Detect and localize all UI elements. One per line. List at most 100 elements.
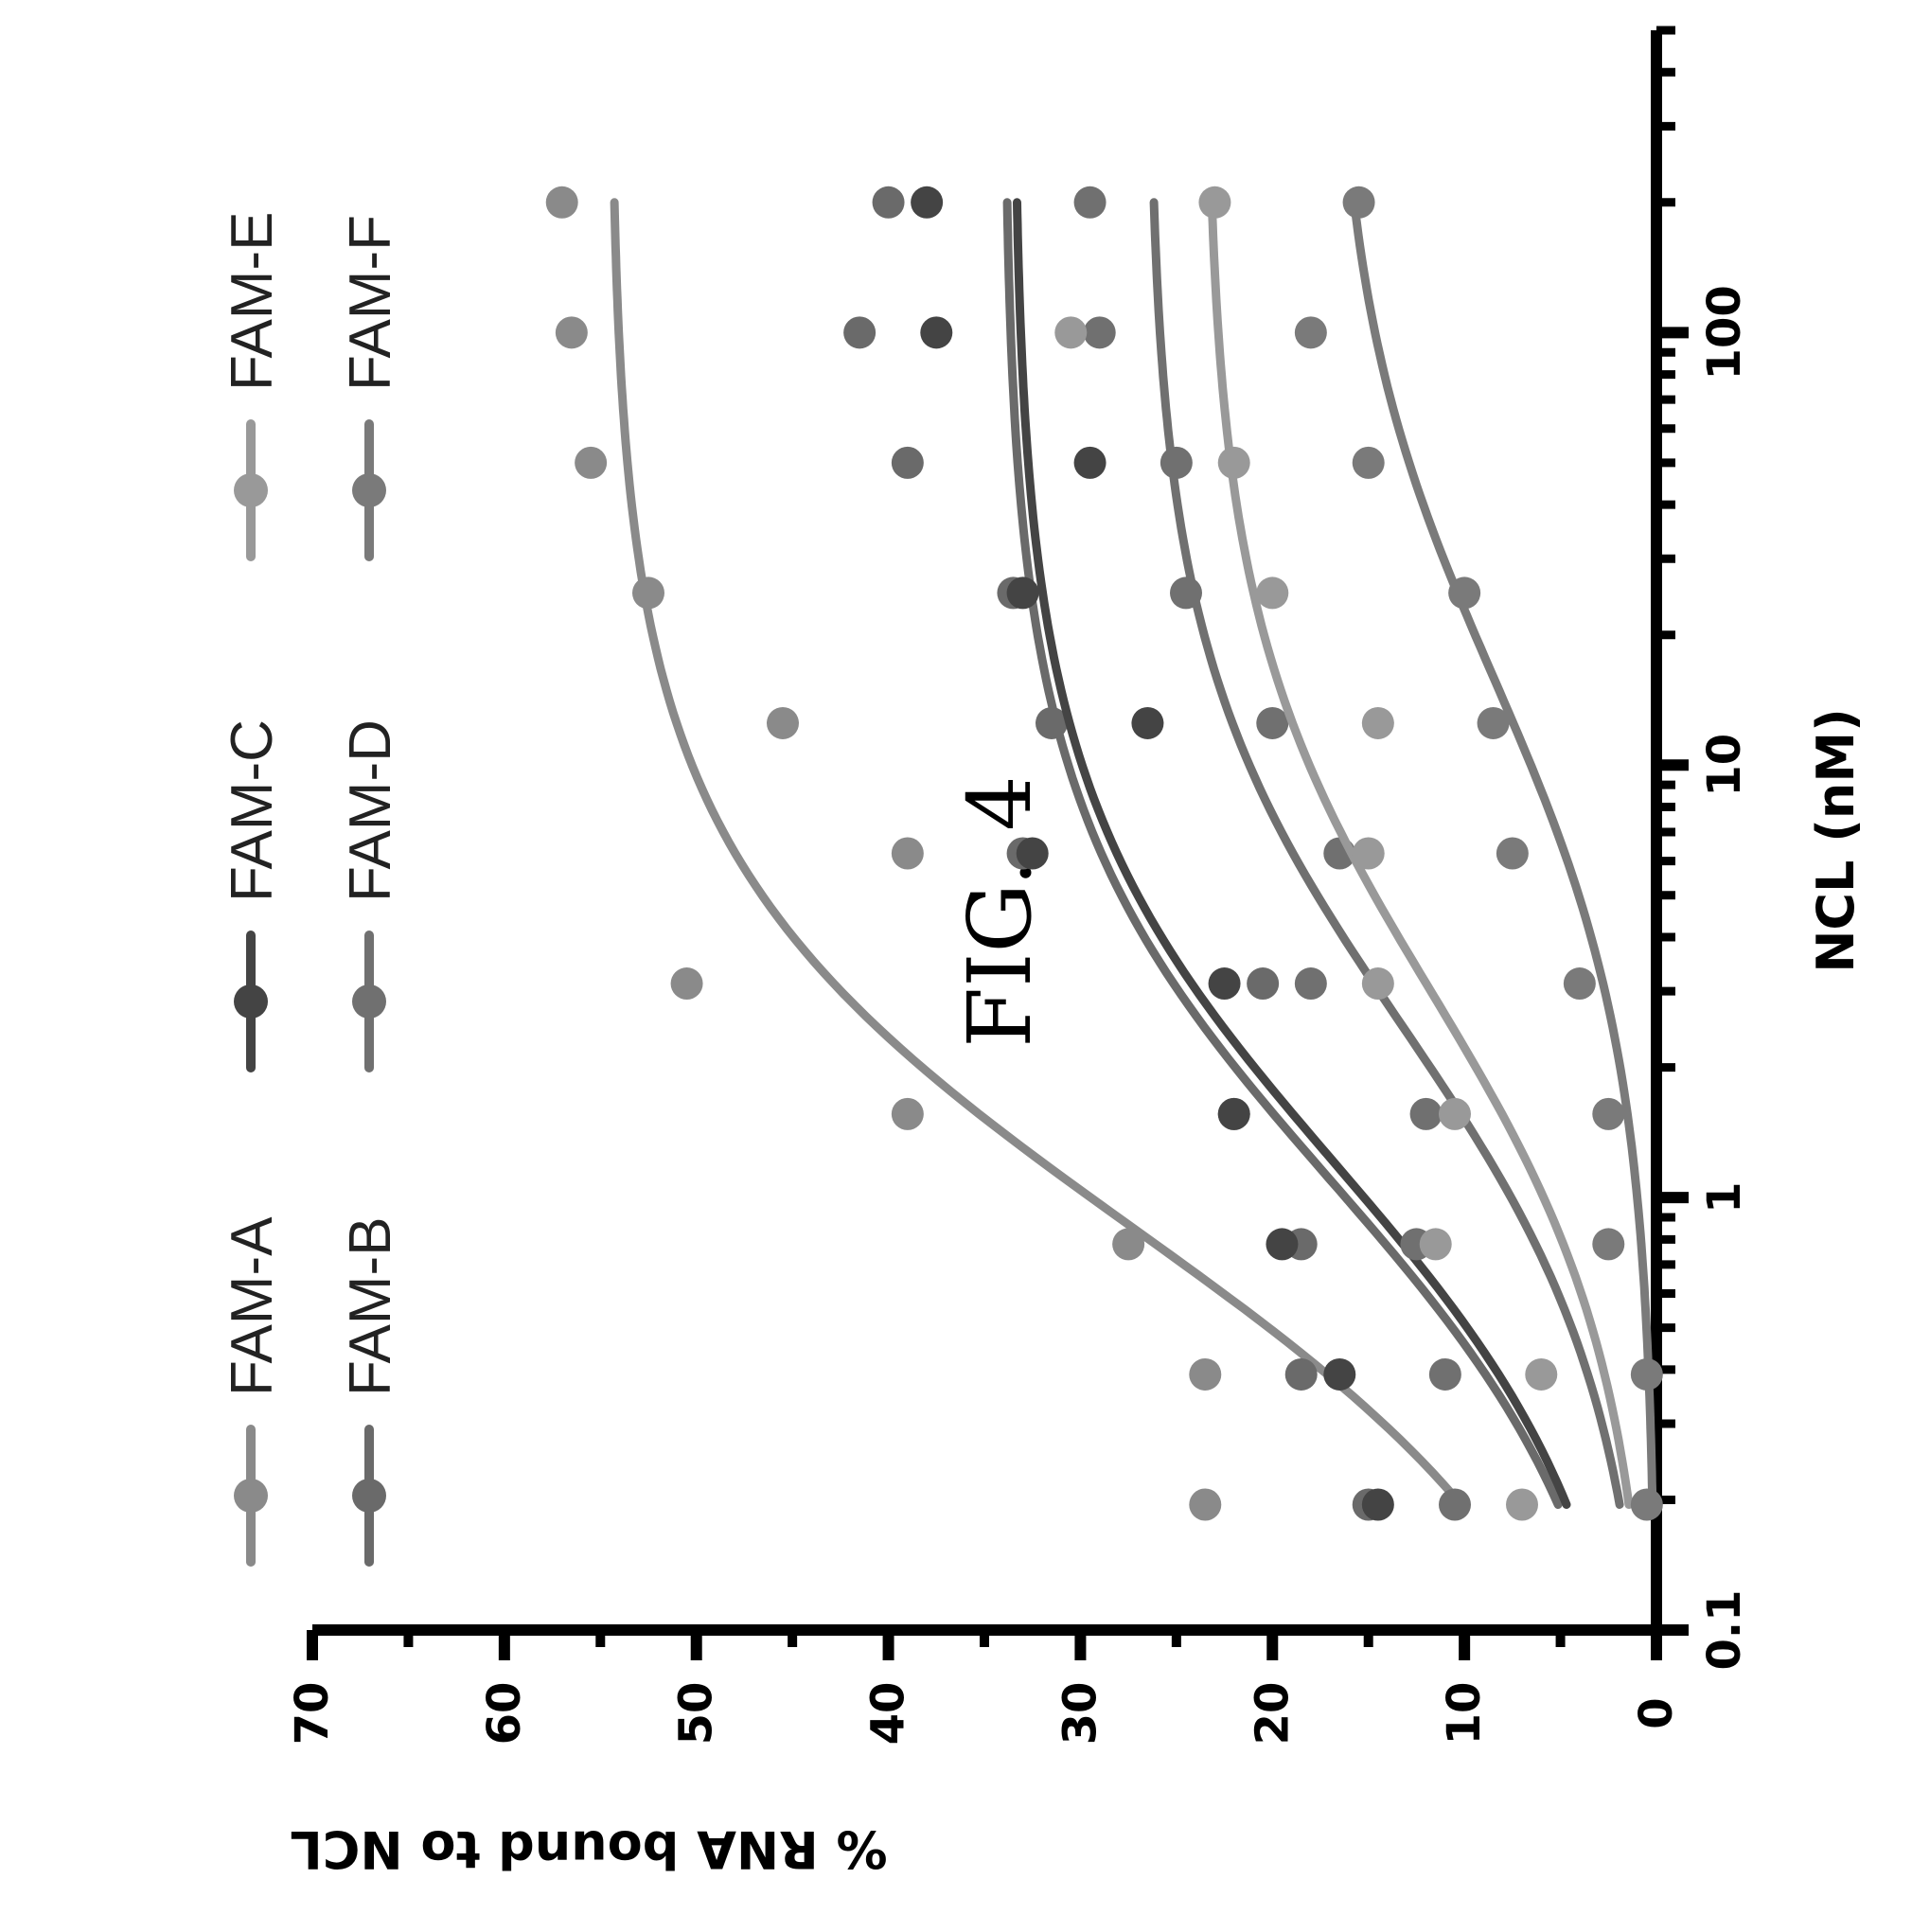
fit-curve-fam-b xyxy=(1002,198,1563,1509)
data-point-fam-e xyxy=(1419,1228,1452,1261)
data-point-fam-f xyxy=(1294,316,1327,349)
data-point-fam-a xyxy=(575,446,608,479)
legend-label: FAM-A xyxy=(220,1216,285,1396)
data-point-fam-f xyxy=(1477,706,1510,739)
legend-item-fam-f: FAM-F xyxy=(338,215,403,561)
y-tick-label: 0 xyxy=(1630,1697,1683,1728)
data-point-fam-f xyxy=(1448,576,1481,610)
x-tick-label: 1 xyxy=(1698,1181,1751,1213)
legend-item-fam-b: FAM-B xyxy=(338,1217,403,1567)
data-point-fam-c xyxy=(1131,706,1164,739)
legend-label: FAM-E xyxy=(220,212,285,391)
legend-swatch-marker xyxy=(352,473,386,507)
legend-swatch-marker xyxy=(234,1479,268,1513)
y-tick-label: 10 xyxy=(1438,1682,1491,1746)
fit-curve-fam-d xyxy=(1149,198,1624,1509)
data-point-fam-e xyxy=(1525,1357,1558,1391)
data-point-fam-d xyxy=(1439,1488,1471,1521)
legend-item-fam-c: FAM-C xyxy=(220,719,285,1072)
data-point-fam-c xyxy=(1208,967,1241,1001)
data-point-fam-e xyxy=(1256,576,1289,610)
data-point-fam-e xyxy=(1439,1097,1471,1130)
data-point-fam-a xyxy=(670,967,703,1001)
legend: FAM-A FAM-B FAM-C FAM-D FAM-E FAM-F xyxy=(220,212,403,1567)
data-point-fam-f xyxy=(1630,1357,1663,1391)
data-point-fam-d xyxy=(1083,316,1116,349)
fit-curve-fam-a xyxy=(610,198,1466,1509)
data-point-fam-e xyxy=(1198,186,1231,219)
fit-curve-fam-e xyxy=(1207,198,1634,1509)
data-point-fam-f xyxy=(1592,1228,1625,1261)
fit-curve-fam-f xyxy=(1350,198,1657,1509)
x-axis-label: NCL (nM) xyxy=(1806,708,1866,973)
x-tick-label: 10 xyxy=(1698,734,1751,797)
plot-area: 0 10 20 30 40 50 60 70 0.1 1 10 100 xyxy=(286,26,1751,1746)
y-tick-label: 40 xyxy=(862,1682,915,1746)
data-point-fam-e xyxy=(1361,706,1394,739)
data-point-fam-b xyxy=(872,186,905,219)
data-point-fam-e xyxy=(1217,446,1250,479)
data-point-fam-e xyxy=(1361,967,1394,1001)
legend-label: FAM-D xyxy=(338,719,403,902)
data-point-fam-b xyxy=(1247,967,1280,1001)
data-point-fam-a xyxy=(1112,1228,1145,1261)
data-point-fam-d xyxy=(1294,967,1327,1001)
data-point-fam-d xyxy=(1409,1097,1443,1130)
data-point-fam-c xyxy=(1073,446,1106,479)
data-point-fam-a xyxy=(891,1097,924,1130)
data-point-fam-c xyxy=(911,186,944,219)
legend-item-fam-d: FAM-D xyxy=(338,719,403,1072)
legend-item-fam-a: FAM-A xyxy=(220,1216,285,1567)
data-point-fam-c xyxy=(1323,1357,1356,1391)
data-point-fam-b xyxy=(1284,1357,1318,1391)
data-point-fam-a xyxy=(1189,1357,1222,1391)
data-point-fam-f xyxy=(1630,1488,1663,1521)
data-point-fam-f xyxy=(1352,446,1385,479)
legend-swatch-marker xyxy=(234,984,268,1019)
x-tick-label: 0.1 xyxy=(1698,1589,1751,1670)
data-point-fam-e xyxy=(1506,1488,1538,1521)
data-point-fam-d xyxy=(1160,446,1193,479)
data-point-fam-e xyxy=(1054,316,1088,349)
y-axis-label: % RNA bound to NCL xyxy=(290,1819,887,1879)
data-point-fam-f xyxy=(1563,967,1596,1001)
data-point-fam-a xyxy=(1189,1488,1222,1521)
legend-label: FAM-F xyxy=(338,215,403,391)
data-point-fam-c xyxy=(1217,1097,1250,1130)
legend-label: FAM-C xyxy=(220,719,285,902)
data-point-fam-b xyxy=(1036,706,1068,739)
legend-label: FAM-B xyxy=(338,1217,403,1396)
data-point-fam-f xyxy=(1592,1097,1625,1130)
data-point-fam-d xyxy=(1170,576,1202,610)
data-point-fam-b xyxy=(891,446,924,479)
data-point-fam-d xyxy=(1256,706,1289,739)
y-tick-label: 30 xyxy=(1053,1682,1106,1746)
data-point-fam-a xyxy=(555,316,588,349)
y-tick-label: 60 xyxy=(478,1682,531,1746)
figure-title: FIG. 4 xyxy=(949,775,1051,1047)
data-point-fam-a xyxy=(632,576,664,610)
data-point-fam-c xyxy=(1361,1488,1394,1521)
legend-swatch-marker xyxy=(352,1479,386,1513)
data-point-fam-d xyxy=(1428,1357,1461,1391)
data-point-fam-a xyxy=(767,706,799,739)
y-tick-label: 50 xyxy=(670,1682,723,1746)
legend-item-fam-e: FAM-E xyxy=(220,212,285,561)
data-point-fam-f xyxy=(1496,837,1529,870)
data-point-fam-c xyxy=(1016,837,1049,870)
data-point-fam-d xyxy=(1073,186,1106,219)
data-point-fam-c xyxy=(1266,1228,1299,1261)
y-tick-label: 20 xyxy=(1246,1682,1299,1746)
data-point-fam-f xyxy=(1342,186,1375,219)
legend-swatch-marker xyxy=(352,984,386,1019)
y-tick-label: 70 xyxy=(286,1682,339,1746)
data-point-fam-b xyxy=(843,316,876,349)
data-point-fam-e xyxy=(1352,837,1385,870)
data-point-fam-a xyxy=(545,186,578,219)
data-point-fam-c xyxy=(920,316,953,349)
data-point-fam-c xyxy=(1006,576,1039,610)
data-point-fam-a xyxy=(891,837,924,870)
fit-curve-fam-c xyxy=(1013,198,1571,1509)
legend-swatch-marker xyxy=(234,473,268,507)
